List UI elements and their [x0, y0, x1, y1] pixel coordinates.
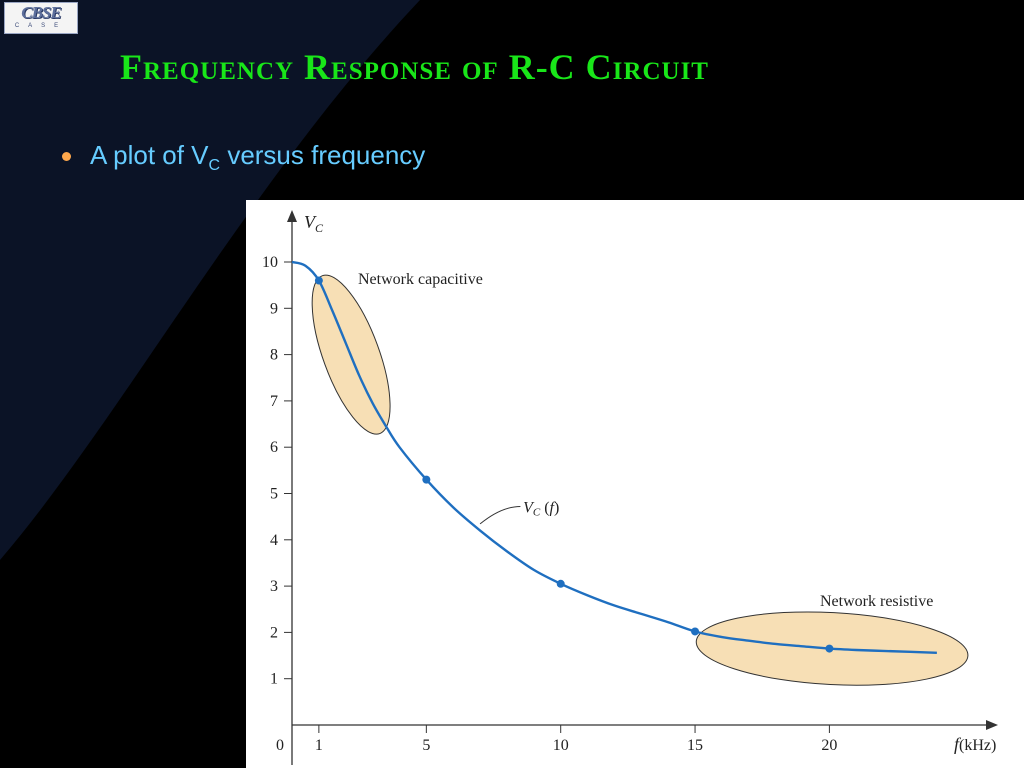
data-point-marker	[556, 579, 565, 588]
y-tick-label: 10	[262, 254, 278, 271]
curve-label-leader	[479, 505, 521, 525]
y-axis-arrow-icon	[287, 210, 297, 222]
y-tick-label: 4	[270, 532, 278, 549]
y-tick-label: 1	[270, 671, 278, 688]
data-point-marker	[314, 276, 323, 285]
bullet-subscript: C	[208, 157, 221, 175]
x-tick-label: 0	[276, 737, 284, 754]
data-point-marker	[422, 475, 431, 484]
y-tick-label: 9	[270, 300, 278, 317]
x-tick-label: 5	[422, 737, 430, 754]
data-point-marker	[825, 644, 834, 653]
chart-panel: 1 2 3 4 5 6 7 8 9 10 0 1 5 10 15 20 VC f(kHz) Network capa…	[246, 200, 1024, 768]
x-tick-label: 1	[315, 737, 323, 754]
x-axis-label: f(kHz)	[954, 734, 996, 754]
x-tick-label: 20	[821, 737, 837, 754]
y-tick-label: 7	[270, 393, 278, 410]
panel-right-mask	[972, 500, 1024, 720]
y-tick-label: 3	[270, 578, 278, 595]
cbse-logo: CBSE CASE	[4, 2, 78, 34]
x-tick-label: 15	[687, 737, 703, 754]
capacitive-annotation: Network capacitive	[358, 271, 483, 288]
bullet-prefix: A plot of V	[90, 140, 209, 170]
bullet-suffix: versus frequency	[220, 140, 426, 170]
logo-sub-text: CASE	[14, 23, 68, 29]
x-axis-arrow-icon	[986, 720, 998, 730]
y-tick-label: 5	[270, 486, 278, 503]
y-tick-label: 2	[270, 624, 278, 641]
y-axis-label: VC	[304, 212, 324, 235]
x-tick-label: 10	[553, 737, 569, 754]
curve-label: VC (f)	[523, 499, 559, 518]
bullet-dot-icon	[62, 152, 71, 161]
y-tick-label: 6	[270, 439, 278, 456]
slide-title: Frequency Response of R-C Circuit	[120, 47, 709, 87]
logo-main-text: CBSE	[21, 3, 61, 22]
data-point-marker	[691, 627, 700, 636]
y-tick-label: 8	[270, 347, 278, 364]
bullet-text: A plot of VC versus frequency	[90, 140, 425, 175]
resistive-annotation: Network resistive	[820, 593, 933, 610]
